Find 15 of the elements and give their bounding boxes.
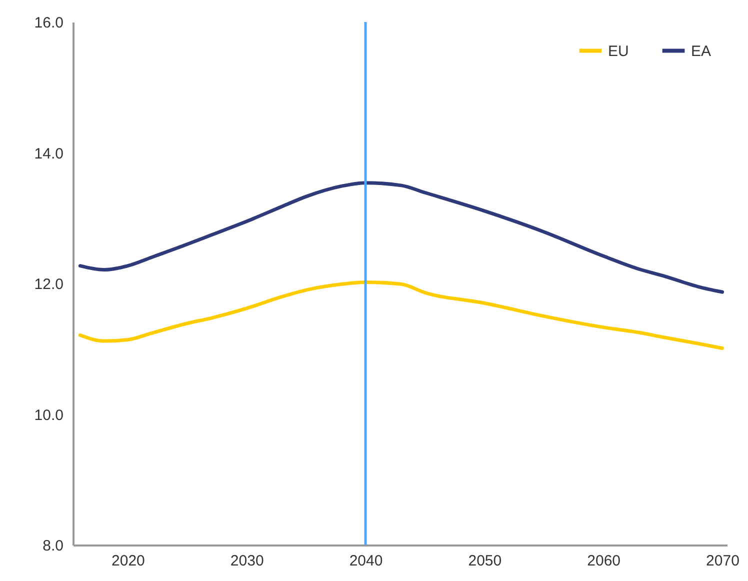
x-tick-label: 2070 [706,552,740,570]
y-tick-label: 8.0 [42,538,64,554]
y-tick-label: 10.0 [34,406,64,424]
y-tick-label: 12.0 [34,276,64,293]
x-tick-label: 2060 [587,552,621,570]
legend-label: EU [608,42,629,60]
x-tick-label: 2030 [230,552,264,570]
y-tick-label: 14.0 [34,145,64,162]
x-tick-label: 2020 [112,552,145,570]
x-tick-label: 2050 [468,552,502,570]
y-tick-label: 16.0 [34,14,64,32]
x-tick-label: 2040 [349,552,383,570]
line-series [78,181,724,294]
line-series [78,280,724,350]
legend-label: EA [691,42,712,60]
